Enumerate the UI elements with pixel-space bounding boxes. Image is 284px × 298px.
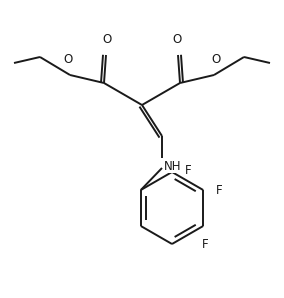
Text: NH: NH [164, 160, 181, 173]
Text: O: O [102, 33, 112, 46]
Text: F: F [202, 238, 208, 251]
Text: F: F [185, 164, 192, 178]
Text: O: O [63, 53, 73, 66]
Text: O: O [211, 53, 221, 66]
Text: O: O [172, 33, 182, 46]
Text: F: F [216, 184, 223, 196]
